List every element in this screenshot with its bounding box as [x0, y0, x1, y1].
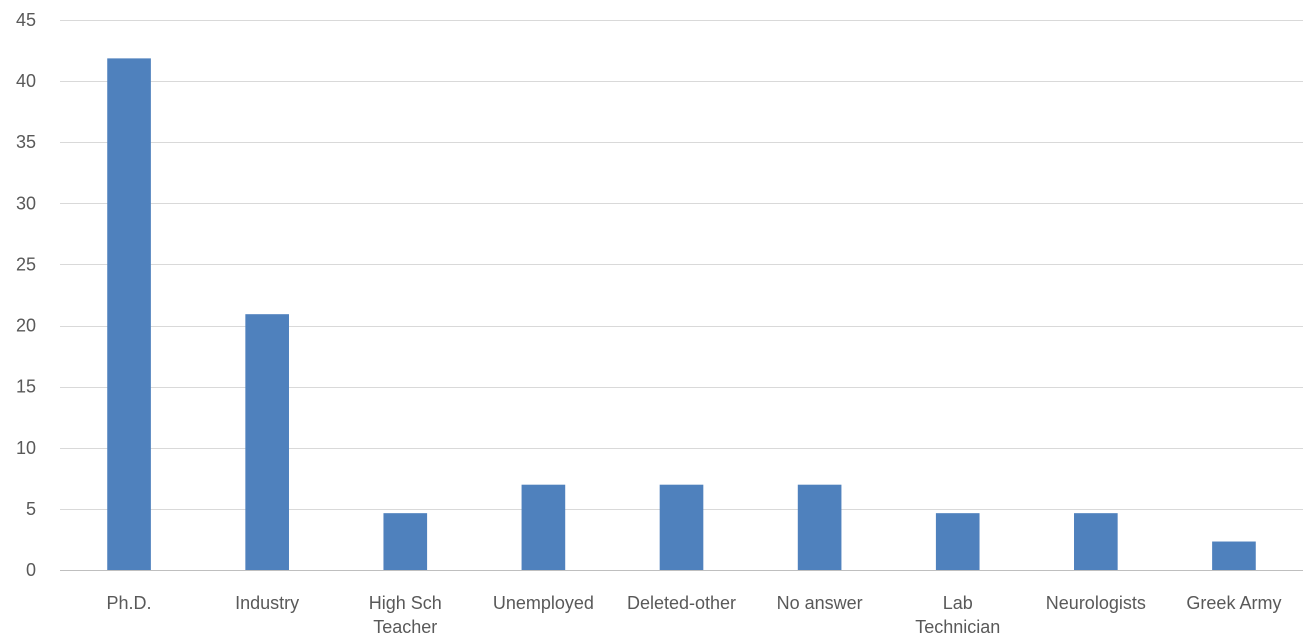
y-tick-label: 45: [16, 10, 36, 30]
bar: [521, 484, 566, 570]
y-tick-label: 10: [16, 438, 36, 458]
y-tick-label: 5: [26, 499, 36, 519]
x-tick-label: Neurologists: [1046, 593, 1146, 613]
y-tick-label: 35: [16, 132, 36, 152]
x-tick-label: High Sch Teacher: [369, 593, 442, 637]
y-tick-label: 15: [16, 377, 36, 397]
x-axis-tick-labels: Ph.D. Industry High Sch Teacher Unemployed De…: [107, 593, 1282, 637]
bars: [107, 58, 1256, 570]
bar: [659, 484, 704, 570]
y-axis-tick-labels: 0 5 10 15 20 25 30 35 40 45: [16, 10, 36, 580]
y-tick-label: 40: [16, 71, 36, 91]
x-tick-label: Greek Army: [1186, 593, 1281, 613]
bar: [383, 513, 428, 570]
y-tick-label: 0: [26, 560, 36, 580]
x-tick-label: Lab Technician: [915, 593, 1000, 637]
x-tick-label: Ph.D.: [107, 593, 152, 613]
x-tick-label: Unemployed: [493, 593, 594, 613]
y-tick-label: 30: [16, 193, 36, 213]
bar: [245, 314, 289, 570]
y-tick-label: 25: [16, 254, 36, 274]
y-tick-label: 20: [16, 316, 36, 336]
x-tick-label: Industry: [235, 593, 299, 613]
bar: [1212, 541, 1256, 570]
bar: [797, 484, 842, 570]
bar: [935, 513, 980, 570]
bar: [1074, 513, 1118, 570]
x-tick-label: Deleted-other: [627, 593, 736, 613]
x-tick-label: No answer: [777, 593, 863, 613]
bar: [107, 58, 151, 570]
